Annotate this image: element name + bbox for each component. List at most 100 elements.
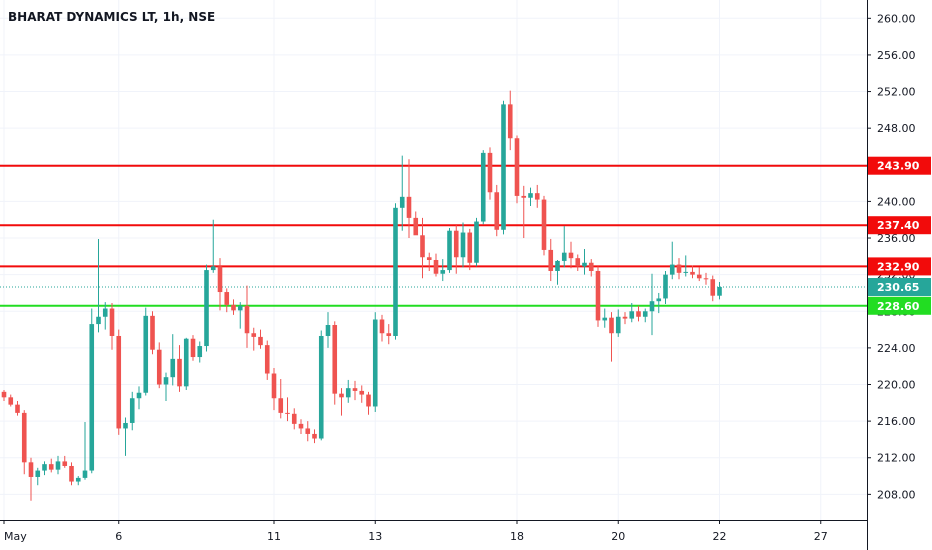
resistance-price-badge-label: 237.40 — [877, 219, 920, 232]
price-tick-label: 220.00 — [877, 379, 916, 392]
candle — [400, 156, 405, 231]
candle-body — [704, 278, 709, 279]
candle-body — [494, 192, 499, 230]
candle-body — [427, 257, 432, 260]
candle-body — [15, 405, 20, 413]
price-tick-label: 248.00 — [877, 122, 916, 135]
candle-body — [609, 318, 614, 334]
candle — [582, 249, 587, 275]
candle — [569, 242, 574, 269]
candle — [245, 286, 250, 348]
resistance-price-badge-label: 243.90 — [877, 160, 920, 173]
candle — [488, 147, 493, 199]
candle-body — [548, 250, 553, 271]
candle — [440, 259, 445, 281]
candle-body — [116, 336, 121, 428]
candle-body — [177, 359, 182, 386]
candle-body — [69, 466, 74, 482]
candle-body — [191, 339, 196, 357]
time-tick-label: 6 — [115, 530, 122, 543]
price-axis[interactable]: 208.00212.00216.00220.00224.00228.00232.… — [867, 0, 932, 550]
candle-body — [319, 336, 324, 439]
candle-body — [170, 359, 175, 377]
candle-body — [670, 265, 675, 275]
candle-body — [393, 208, 398, 336]
candle — [231, 299, 236, 315]
candle-body — [582, 263, 587, 267]
candle-body — [62, 461, 67, 466]
candle-body — [224, 292, 229, 305]
candle — [386, 324, 391, 344]
candle — [272, 368, 277, 410]
price-tick-label: 256.00 — [877, 49, 916, 62]
time-tick-label: May — [4, 530, 27, 543]
candle-body — [123, 423, 128, 428]
candle — [326, 312, 331, 348]
candle — [501, 101, 506, 235]
candle-body — [130, 398, 135, 423]
candle-body — [35, 471, 40, 477]
last-price-badge-label: 230.65 — [877, 281, 919, 294]
candle-body — [616, 317, 621, 333]
candle — [123, 417, 128, 455]
chart-title: BHARAT DYNAMICS LT, 1h, NSE — [8, 10, 215, 24]
candle — [481, 150, 486, 224]
candle — [690, 265, 695, 278]
price-tick-label: 212.00 — [877, 452, 916, 465]
candle-body — [474, 222, 479, 263]
candle — [22, 410, 27, 474]
candle-body — [575, 258, 580, 266]
candle-body — [569, 253, 574, 258]
candle — [353, 381, 358, 400]
candle-body — [42, 464, 47, 470]
candle — [164, 373, 169, 401]
candle — [650, 274, 655, 335]
candle-body — [265, 345, 270, 373]
price-tick-label: 216.00 — [877, 415, 916, 428]
candle-body — [218, 266, 223, 292]
candle-body — [697, 275, 702, 279]
candle-body — [143, 316, 148, 393]
candle-body — [717, 287, 722, 296]
candle-body — [656, 298, 661, 301]
candles — [2, 91, 722, 501]
resistance-price-badge: 243.90 — [868, 157, 931, 175]
candle-body — [413, 218, 418, 235]
candle-body — [2, 392, 7, 397]
candle-body — [629, 311, 634, 318]
candle-body — [589, 263, 594, 271]
support-price-badge: 228.60 — [868, 297, 931, 315]
candle-body — [278, 398, 283, 413]
candle-body — [292, 414, 297, 424]
candle — [116, 330, 121, 435]
candle — [197, 341, 202, 362]
candle — [251, 328, 256, 351]
candle-body — [29, 462, 34, 477]
candle — [137, 386, 142, 409]
time-axis[interactable]: May 6 11 13 18 20 22 27 — [0, 520, 867, 543]
candle-body — [110, 309, 115, 336]
candle — [184, 338, 189, 390]
candle — [359, 385, 364, 402]
last-price-badge: 230.65 — [868, 278, 931, 296]
candle — [96, 239, 101, 332]
candle — [15, 401, 20, 416]
candle — [589, 259, 594, 276]
candle — [76, 476, 81, 485]
candle-body — [373, 320, 378, 407]
candle-body — [454, 231, 459, 258]
time-tick-label: 13 — [368, 530, 382, 543]
candle-body — [677, 265, 682, 273]
candle-body — [76, 478, 81, 482]
candle-body — [96, 317, 101, 324]
candle-body — [420, 235, 425, 257]
candle-body — [305, 428, 310, 433]
candle — [521, 186, 526, 238]
candle-body — [407, 197, 412, 218]
candle — [528, 188, 533, 206]
candle — [461, 222, 466, 267]
price-tick-label: 260.00 — [877, 12, 916, 25]
candle-body — [683, 272, 688, 273]
price-tick-label: 240.00 — [877, 195, 916, 208]
chart-grid — [0, 0, 867, 520]
